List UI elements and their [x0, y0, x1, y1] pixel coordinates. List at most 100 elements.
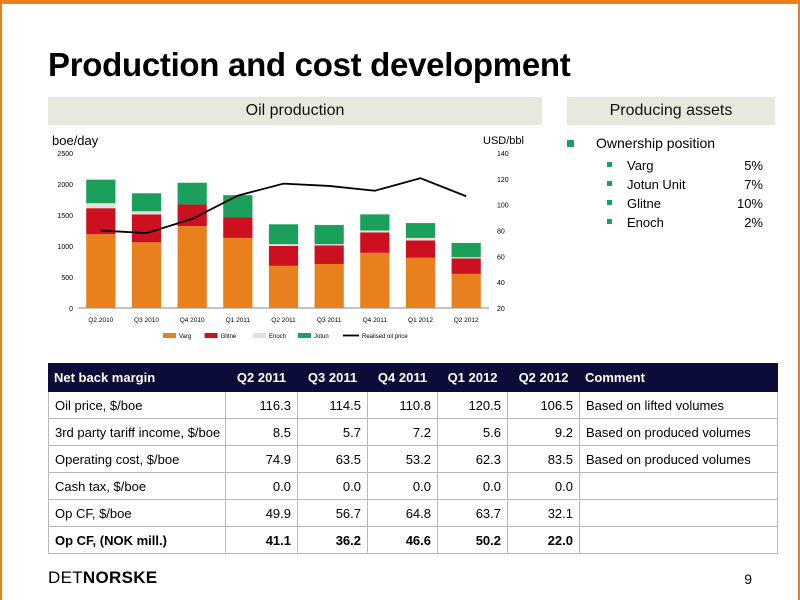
x-tick-label: Q3 2011 [317, 317, 342, 324]
square-bullet-icon [607, 219, 612, 224]
square-bullet-icon [567, 140, 574, 147]
bar-segment-varg [268, 265, 299, 308]
table-cell: 32.1 [507, 499, 580, 527]
page-number: 9 [744, 571, 752, 587]
table-cell: 114.5 [297, 391, 368, 419]
logo-text-light: DET [48, 568, 83, 587]
bar-segment-jotun [86, 179, 116, 204]
y2-tick-label: 140 [497, 151, 509, 158]
bar-segment-varg [360, 252, 390, 308]
y-axis-right-unit: USD/bbl [483, 135, 524, 147]
table-row: Oil price, $/boe 116.3 114.5 110.8 120.5… [48, 391, 778, 419]
asset-row-varg: Varg 5% [567, 158, 775, 176]
table-header-row: Net back margin Q2 2011 Q3 2011 Q4 2011 … [48, 363, 778, 392]
bar-segment-enoch [360, 230, 390, 233]
table-cell: 53.2 [367, 445, 438, 473]
bar-segment-jotun [223, 195, 253, 218]
table-cell: 0.0 [225, 472, 298, 500]
table-row: Operating cost, $/boe 74.9 63.5 53.2 62.… [48, 445, 778, 473]
column-header: Q2 2012 [507, 363, 580, 392]
table-cell: 0.0 [507, 472, 580, 500]
table-cell: 5.7 [297, 418, 368, 446]
bar-segment-jotun [451, 242, 481, 258]
table-cell: 0.0 [437, 472, 508, 500]
asset-name: Jotun Unit [627, 177, 686, 192]
bar-segment-jotun [268, 224, 299, 245]
bar-segment-glitne [405, 240, 436, 258]
bar-segment-glitne [223, 217, 253, 238]
oil-production-header: Oil production [48, 97, 542, 125]
x-tick-label: Q2 2011 [271, 317, 296, 324]
bar-segment-glitne [131, 214, 162, 243]
bar-segment-varg [314, 263, 344, 308]
bar-segment-varg [86, 234, 116, 308]
bar-segment-enoch [268, 244, 299, 246]
table-cell: 9.2 [507, 418, 580, 446]
y-tick-label: 1000 [57, 244, 73, 251]
table-cell: 0.0 [367, 472, 438, 500]
table-cell: 46.6 [367, 526, 438, 554]
table-cell: 5.6 [437, 418, 508, 446]
table-cell: 49.9 [225, 499, 298, 527]
comment-cell: Based on produced volumes [579, 418, 778, 446]
y2-tick-label: 20 [497, 306, 505, 313]
asset-share: 10% [736, 196, 763, 211]
bar-segment-jotun [177, 182, 207, 205]
column-header: Q4 2011 [367, 363, 438, 392]
x-tick-label: Q1 2011 [226, 317, 251, 324]
x-tick-label: Q1 2012 [408, 317, 433, 324]
table-cell: 8.5 [225, 418, 298, 446]
legend-label: Enoch [269, 334, 286, 340]
table-cell: 41.1 [225, 526, 298, 554]
table-cell: 116.3 [225, 391, 298, 419]
left-accent-bar [0, 0, 2, 600]
column-header: Comment [579, 363, 778, 392]
y-axis-left-unit: boe/day [52, 133, 99, 148]
logo-text-bold: NORSKE [82, 568, 158, 587]
table-cell: 50.2 [437, 526, 508, 554]
bar-segment-glitne [360, 232, 390, 253]
ownership-heading: Ownership position [596, 135, 716, 151]
legend-label: Realised oil price [362, 334, 408, 340]
legend-swatch-glitne [204, 333, 218, 338]
table-cell: 0.0 [297, 472, 368, 500]
asset-share: 7% [744, 177, 763, 192]
top-accent-bar [0, 0, 800, 4]
column-header: Q3 2011 [297, 363, 368, 392]
producing-assets-header: Producing assets [567, 97, 775, 125]
y-tick-label: 2000 [57, 182, 73, 189]
y2-tick-label: 80 [497, 229, 505, 236]
company-logo: DETNORSKE [48, 568, 157, 588]
asset-name: Enoch [627, 215, 664, 230]
asset-row-enoch: Enoch 2% [567, 215, 775, 233]
oil-production-chart: boe/day USD/bbl 0 500 1000 1500 2000 2500 20 40… [48, 130, 542, 352]
page-title: Production and cost development [48, 46, 571, 83]
y2-tick-label: 120 [497, 177, 509, 184]
table-cell: 63.7 [437, 499, 508, 527]
square-bullet-icon [607, 162, 612, 167]
chart-svg: 0 500 1000 1500 2000 2500 20 40 60 80 100 120 140 Q2 … [57, 151, 509, 340]
column-header: Net back margin [48, 363, 226, 392]
bar-segment-varg [451, 273, 481, 308]
realised-oil-price-line [100, 177, 467, 234]
table-cell: 120.5 [437, 391, 508, 419]
comment-cell [579, 526, 778, 554]
row-label: Op CF, (NOK mill.) [48, 526, 226, 554]
legend-label: Varg [179, 334, 191, 340]
bar-segment-glitne [86, 208, 116, 235]
right-accent-bar [798, 0, 800, 600]
table-cell: 62.3 [437, 445, 508, 473]
asset-share: 5% [744, 158, 763, 173]
x-tick-label: Q4 2010 [180, 317, 205, 324]
comment-cell: Based on lifted volumes [579, 391, 778, 419]
table-cell: 106.5 [507, 391, 580, 419]
legend-label: Jotun [314, 334, 329, 340]
bar-segment-jotun [131, 193, 162, 212]
comment-cell [579, 472, 778, 500]
bar-segment-enoch [131, 211, 162, 215]
legend-label: Glitne [221, 334, 237, 340]
square-bullet-icon [607, 200, 612, 205]
bar-segment-varg [177, 226, 207, 308]
asset-row-jotun: Jotun Unit 7% [567, 177, 775, 195]
y2-tick-label: 40 [497, 280, 505, 287]
